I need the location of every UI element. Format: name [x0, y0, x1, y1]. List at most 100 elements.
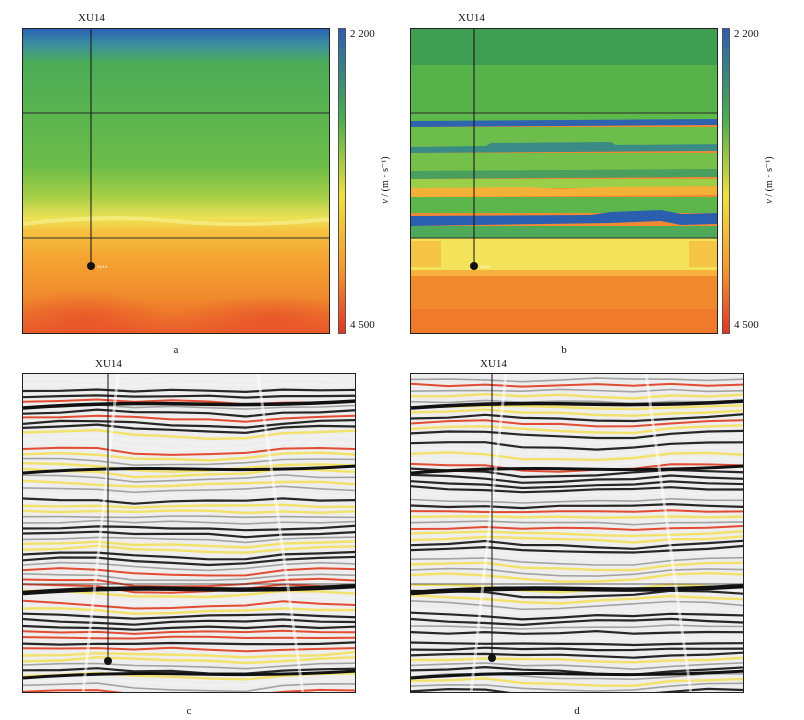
panel-label-c: c — [186, 705, 192, 717]
seismic-reflector — [23, 419, 355, 429]
seismic-reflector — [23, 641, 355, 646]
seismic-reflector — [23, 457, 355, 467]
panel-label-a: a — [173, 344, 179, 356]
seismic-main-reflector — [23, 464, 355, 475]
seismic-reflector — [411, 571, 743, 583]
seismic-reflector — [23, 589, 355, 599]
seismic-reflector — [23, 577, 355, 588]
seismic-main-reflector — [411, 399, 743, 410]
seismic-reflector — [23, 441, 355, 450]
seismic-reflector — [411, 392, 743, 400]
seismic-reflector — [23, 612, 355, 620]
seismic-reflector — [23, 583, 355, 594]
seismic-reflector — [411, 535, 743, 544]
seismic-reflector — [23, 377, 355, 384]
seismic-reflector — [23, 423, 355, 435]
seismic-reflector — [411, 578, 743, 588]
seismic-main-reflector — [411, 669, 743, 680]
seismic-reflector — [23, 497, 355, 505]
velocity-model-b-graphic: XU14 — [411, 29, 717, 333]
seismic-reflector — [23, 540, 355, 549]
colorbar-b-axis-label: v / (m · s⁻¹) — [764, 156, 775, 204]
colorbar-b-min: 4 500 — [734, 319, 759, 331]
seismic-reflector — [411, 641, 743, 647]
seismic-reflector — [411, 524, 743, 531]
seismic-reflector — [23, 394, 355, 399]
seismic-reflector — [23, 607, 355, 616]
well-marker-c — [104, 657, 112, 665]
seismic-reflector — [411, 567, 743, 577]
colorbar-a-axis-label: v / (m · s⁻¹) — [380, 156, 391, 204]
colorbar-b-max: 2 200 — [734, 28, 759, 40]
seismic-reflector — [411, 646, 743, 652]
seismic-reflector — [23, 446, 355, 456]
seismic-reflector — [23, 491, 355, 499]
seismic-reflector — [411, 530, 743, 538]
seismic-reflector — [411, 665, 743, 676]
seismic-reflector — [23, 555, 355, 567]
seismic-reflector — [23, 473, 355, 483]
seismic-reflector — [411, 451, 743, 462]
seismic-reflector — [23, 662, 355, 670]
velocity-model-panel-a: XU14 — [22, 28, 330, 334]
panel-label-d: d — [574, 705, 580, 717]
seismic-reflector — [411, 556, 743, 566]
seismic-reflector — [411, 382, 743, 388]
seismic-reflector — [23, 667, 355, 675]
seismic-reflector — [23, 617, 355, 626]
seismic-reflector — [411, 485, 743, 494]
well-title-b: XU14 — [458, 12, 485, 24]
well-marker-tag-a: XU14 — [97, 264, 108, 269]
seismic-reflector — [23, 624, 355, 631]
seismic-reflector — [411, 561, 743, 572]
seismic-reflector — [411, 441, 743, 451]
seismic-reflector — [23, 524, 355, 532]
seismic-reflector — [411, 593, 743, 605]
seismic-reflector — [411, 515, 743, 519]
seismic-section-panel-d — [410, 373, 744, 693]
seismic-reflector — [23, 629, 355, 635]
seismic-reflector — [411, 606, 743, 615]
seismic-reflector — [23, 509, 355, 515]
seismic-reflector — [23, 388, 355, 394]
seismic-reflector — [411, 651, 743, 659]
seismic-reflector — [411, 413, 743, 423]
seismic-reflector — [23, 646, 355, 653]
seismic-main-reflector — [411, 583, 743, 596]
seismic-section-d-graphic — [411, 374, 743, 692]
seismic-main-reflector — [23, 669, 355, 680]
seismic-reflector — [411, 509, 743, 514]
colorbar-a-max: 2 200 — [350, 28, 375, 40]
seismic-reflector — [411, 624, 743, 630]
seismic-reflector — [411, 457, 743, 467]
seismic-main-reflector — [23, 583, 355, 596]
seismic-reflector — [23, 650, 355, 659]
seismic-reflector — [23, 451, 355, 462]
seismic-reflector — [23, 567, 355, 577]
seismic-section-panel-c — [22, 373, 356, 693]
seismic-reflector — [411, 617, 743, 627]
seismic-reflector — [23, 656, 355, 665]
seismic-reflector — [411, 377, 743, 383]
seismic-reflector — [411, 424, 743, 435]
seismic-reflector — [411, 611, 743, 621]
well-marker-tag-b: XU14 — [480, 264, 491, 269]
seismic-reflector — [23, 561, 355, 572]
seismic-reflector — [23, 479, 355, 488]
panel-label-b: b — [561, 344, 567, 356]
seismic-reflector — [411, 388, 743, 393]
seismic-reflector — [411, 408, 743, 418]
seismic-reflector — [23, 573, 355, 582]
seismic-reflector — [23, 383, 355, 387]
seismic-reflector — [411, 419, 743, 428]
seismic-reflector — [23, 408, 355, 418]
seismic-reflector — [411, 544, 743, 554]
seismic-reflector — [411, 600, 743, 611]
seismic-main-reflector — [411, 464, 743, 475]
colorbar-b — [722, 28, 730, 334]
colorbar-a — [338, 28, 346, 334]
seismic-reflector — [411, 502, 743, 510]
seismic-reflector — [411, 520, 743, 526]
seismic-reflector — [23, 428, 355, 441]
seismic-fault — [256, 374, 305, 692]
